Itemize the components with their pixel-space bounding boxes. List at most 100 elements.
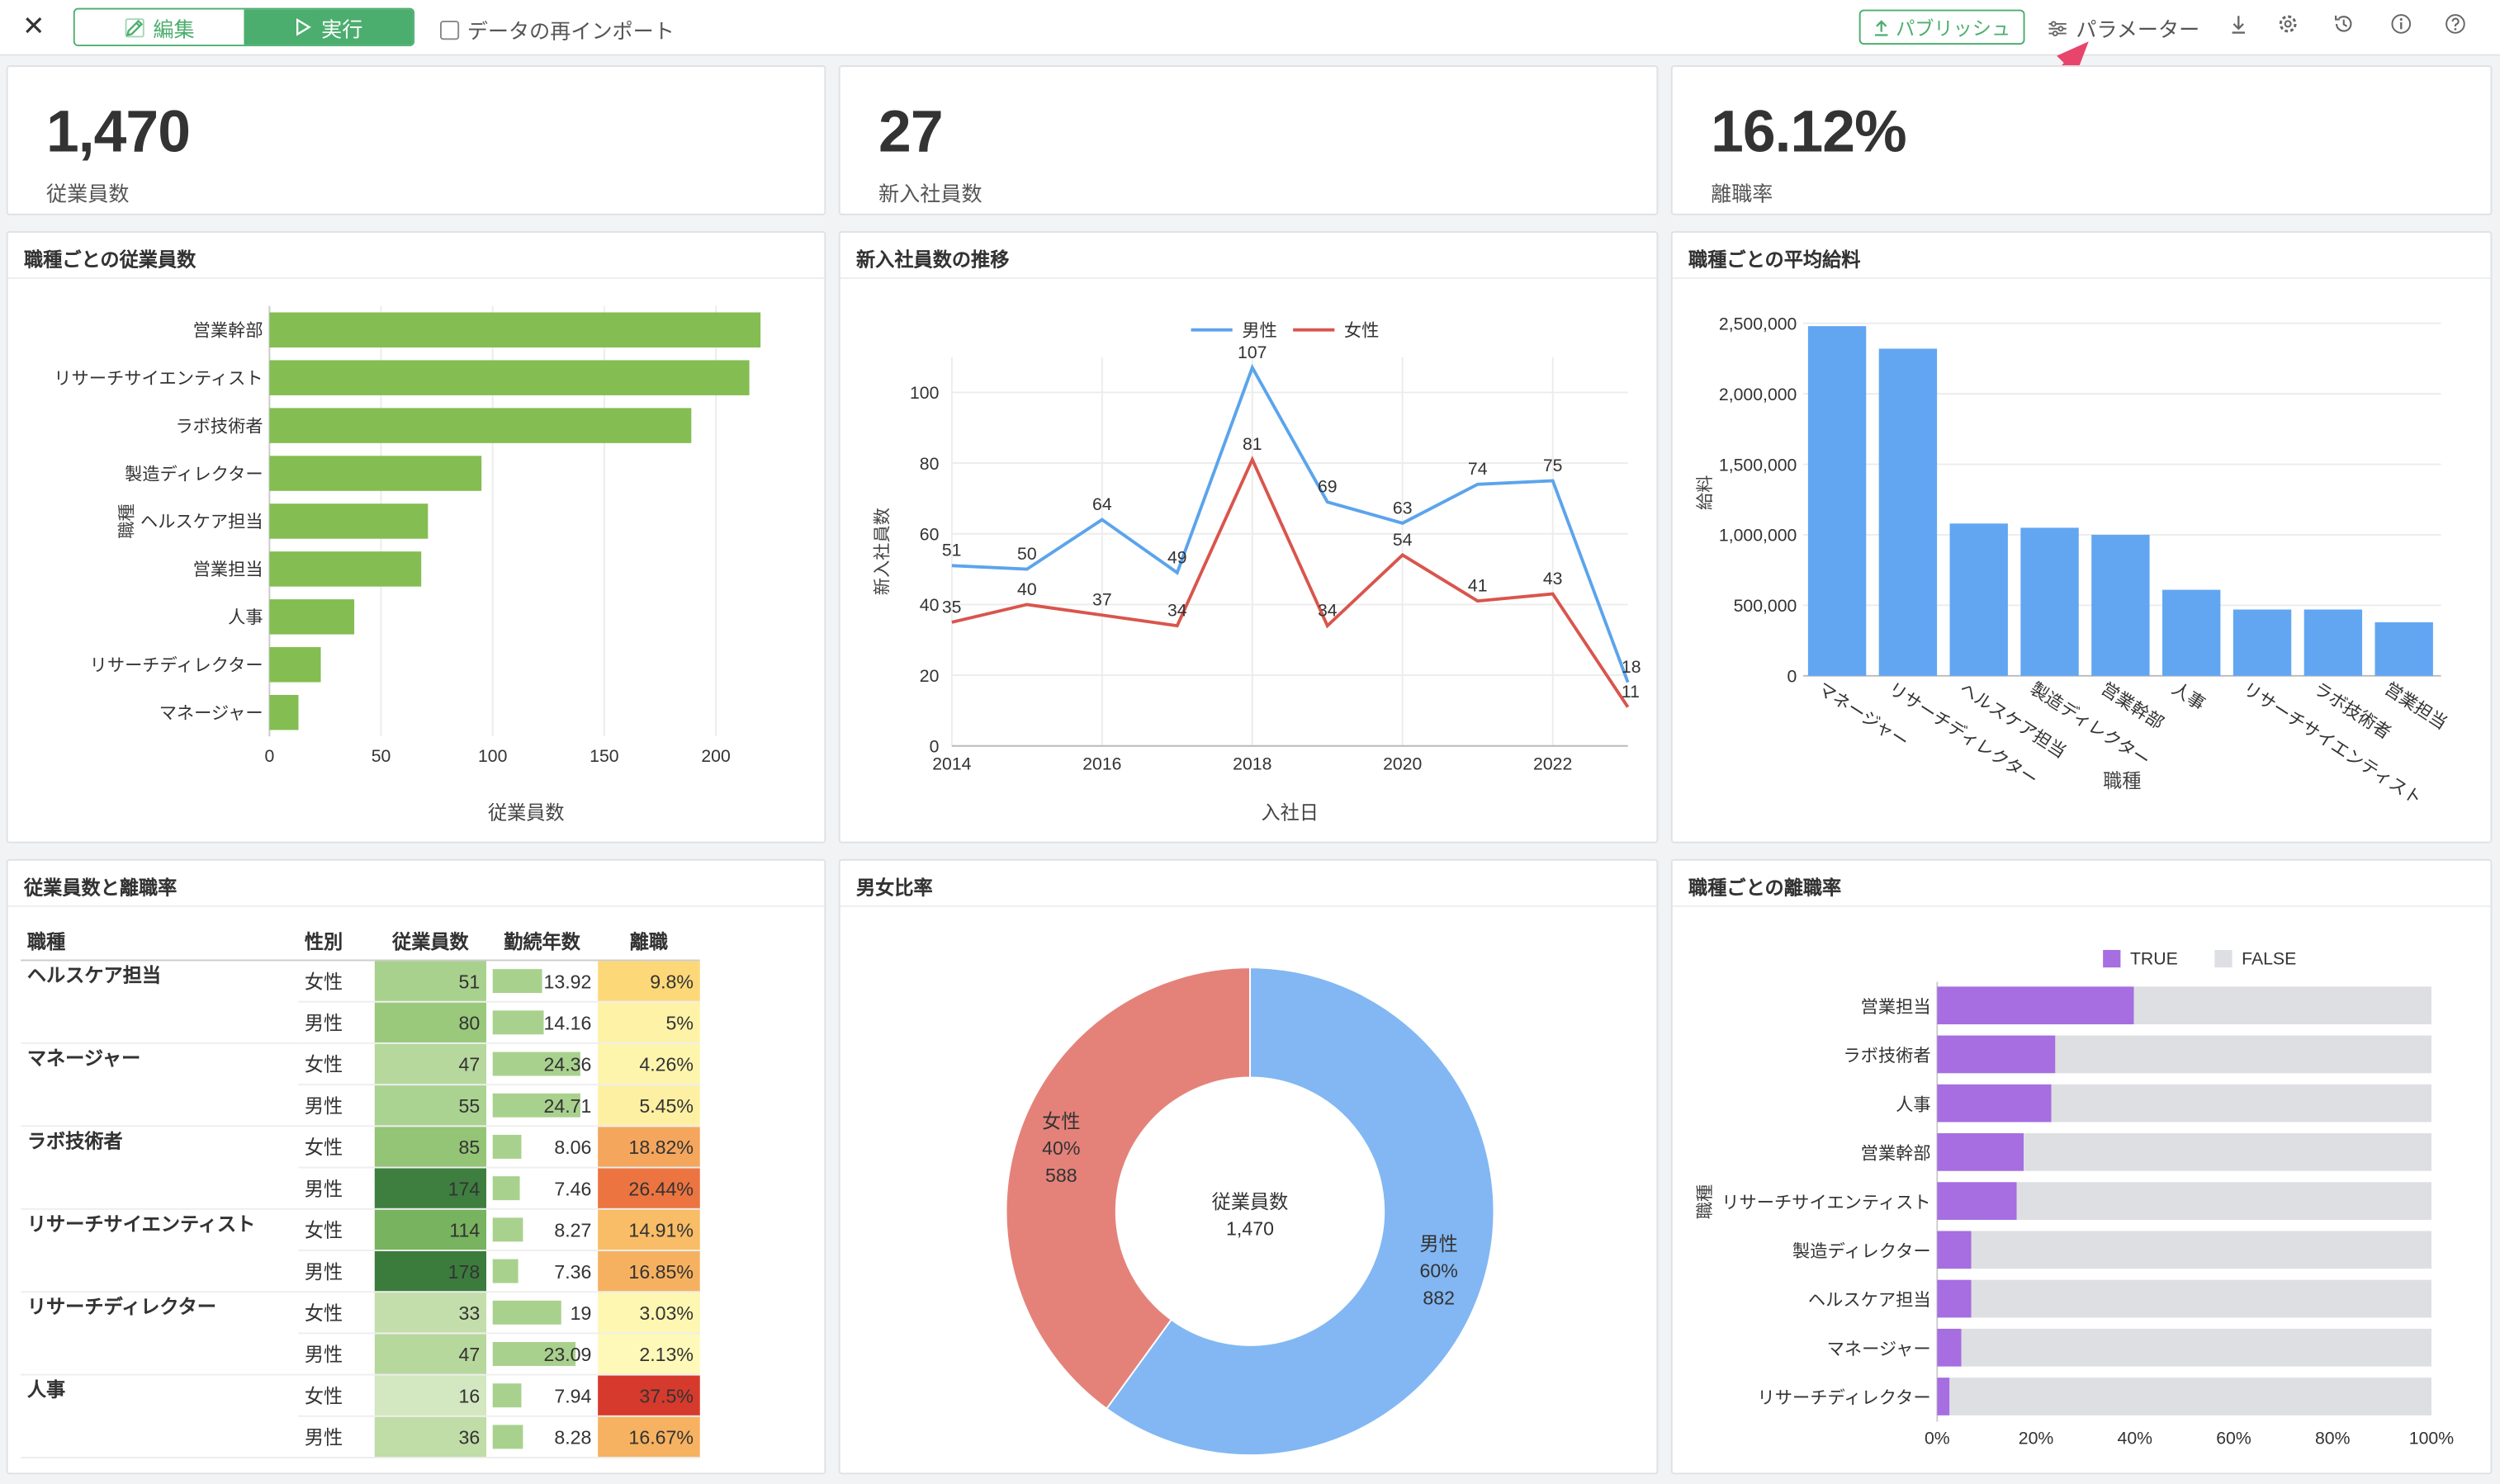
history-icon[interactable] bbox=[2332, 12, 2355, 41]
cell-attrition: 26.44% bbox=[598, 1167, 700, 1210]
legend-label[interactable]: 男性 bbox=[1242, 320, 1276, 340]
category-label: 人事 bbox=[2168, 678, 2209, 714]
data-label: 34 bbox=[1318, 601, 1338, 621]
reimport-checkbox[interactable] bbox=[439, 20, 460, 40]
cell-count: 80 bbox=[374, 1001, 486, 1044]
tick-label: 2016 bbox=[1082, 754, 1121, 774]
bar[interactable] bbox=[2162, 589, 2221, 676]
bar[interactable] bbox=[269, 456, 482, 491]
bar-segment[interactable] bbox=[1971, 1279, 2431, 1318]
legend-label[interactable]: 女性 bbox=[1344, 320, 1379, 340]
bar[interactable] bbox=[269, 647, 321, 683]
bar[interactable] bbox=[269, 551, 422, 587]
bar[interactable] bbox=[2020, 527, 2079, 676]
bar-segment[interactable] bbox=[1961, 1328, 2431, 1367]
table-row[interactable]: リサーチディレクター 女性 33 19 3.03% bbox=[21, 1292, 700, 1376]
tenure-value: 8.06 bbox=[554, 1135, 592, 1158]
series-line[interactable] bbox=[951, 456, 1630, 708]
bar[interactable] bbox=[2304, 609, 2363, 676]
bar-segment[interactable] bbox=[1937, 1328, 1962, 1367]
table-row[interactable]: 人事 女性 16 7.94 37.5% bbox=[21, 1374, 700, 1458]
bar[interactable] bbox=[2375, 621, 2433, 676]
edit-button[interactable]: 編集 bbox=[74, 9, 244, 45]
reimport-option[interactable]: データの再インポート bbox=[439, 14, 675, 45]
bar[interactable] bbox=[1949, 523, 2008, 676]
col-header[interactable]: 性別 bbox=[298, 921, 375, 962]
slice-percent: 40% bbox=[1042, 1137, 1080, 1159]
bar[interactable] bbox=[2091, 534, 2150, 676]
table-row[interactable]: 男性 47 23.09 2.13% bbox=[21, 1333, 700, 1376]
pie-slice[interactable] bbox=[1105, 966, 1495, 1457]
table-row[interactable]: 男性 174 7.46 26.44% bbox=[21, 1167, 700, 1210]
pie-slice[interactable] bbox=[1005, 966, 1251, 1411]
kpi-value: 16.12% bbox=[1711, 98, 1907, 164]
data-label: 11 bbox=[1622, 682, 1640, 702]
table-row[interactable]: 男性 36 8.28 16.67% bbox=[21, 1415, 700, 1458]
col-header[interactable]: 離職 bbox=[598, 921, 700, 962]
cell-count: 47 bbox=[374, 1333, 486, 1376]
col-header[interactable]: 勤続年数 bbox=[485, 921, 599, 962]
kpi-label: 新入社員数 bbox=[878, 182, 982, 206]
bar[interactable] bbox=[1807, 326, 1867, 676]
tick-label: 0 bbox=[264, 746, 274, 766]
col-header[interactable]: 職種 bbox=[21, 921, 299, 962]
legend-label[interactable]: TRUE bbox=[2130, 948, 2178, 968]
cell-attrition: 3.03% bbox=[598, 1292, 700, 1335]
bar[interactable] bbox=[269, 694, 299, 730]
bar-segment[interactable] bbox=[1937, 1231, 1972, 1269]
legend-label[interactable]: FALSE bbox=[2242, 948, 2296, 968]
bar-segment[interactable] bbox=[2055, 1035, 2431, 1074]
bar[interactable] bbox=[269, 503, 429, 539]
bar[interactable] bbox=[269, 360, 750, 395]
run-button[interactable]: 実行 bbox=[244, 9, 414, 45]
table-row[interactable]: ヘルスケア担当 女性 51 13.92 9.8% bbox=[21, 960, 700, 1044]
cell-attrition: 16.67% bbox=[598, 1415, 700, 1458]
cell-gender: 男性 bbox=[298, 1415, 375, 1458]
bar[interactable] bbox=[269, 599, 355, 635]
cell-tenure: 8.28 bbox=[485, 1415, 599, 1458]
bar-segment[interactable] bbox=[1937, 1035, 2056, 1074]
bar-segment[interactable] bbox=[1937, 986, 2134, 1025]
download-icon[interactable] bbox=[2229, 12, 2248, 41]
bar[interactable] bbox=[2232, 609, 2292, 676]
bar-segment[interactable] bbox=[2024, 1133, 2431, 1171]
table-row[interactable]: 男性 80 14.16 5% bbox=[21, 1001, 700, 1044]
bar-segment[interactable] bbox=[2051, 1084, 2431, 1122]
table-row[interactable]: マネージャー 女性 47 24.36 4.26% bbox=[21, 1042, 700, 1127]
bar-segment[interactable] bbox=[1937, 1279, 1972, 1318]
bar-segment[interactable] bbox=[1937, 1084, 2052, 1122]
table-row[interactable]: ラボ技術者 女性 85 8.06 18.82% bbox=[21, 1126, 700, 1210]
bar-segment[interactable] bbox=[1949, 1378, 2431, 1415]
y-axis-title: 職種 bbox=[116, 503, 136, 538]
help-icon[interactable] bbox=[2444, 12, 2466, 41]
tick-label: 60 bbox=[920, 524, 940, 544]
bar-segment[interactable] bbox=[1937, 1133, 2024, 1171]
tenure-bar bbox=[492, 1383, 522, 1408]
bar-segment[interactable] bbox=[1937, 1182, 2017, 1220]
table-row[interactable]: 男性 55 24.71 5.45% bbox=[21, 1085, 700, 1127]
table-row[interactable]: 男性 178 7.36 16.85% bbox=[21, 1250, 700, 1293]
col-header[interactable]: 従業員数 bbox=[374, 921, 486, 962]
bar[interactable] bbox=[269, 312, 761, 347]
panel-title: 職種ごとの平均給料 bbox=[1688, 248, 1861, 272]
bar-segment[interactable] bbox=[2016, 1182, 2431, 1220]
data-label: 18 bbox=[1622, 657, 1641, 677]
bar-segment[interactable] bbox=[1937, 1378, 1950, 1415]
series-line[interactable] bbox=[951, 363, 1630, 683]
parameters-button[interactable]: パラメーター bbox=[2048, 12, 2199, 43]
tenure-bar bbox=[492, 1052, 580, 1076]
close-icon[interactable]: ✕ bbox=[22, 11, 45, 42]
cell-job: ラボ技術者 bbox=[21, 1126, 299, 1210]
bar[interactable] bbox=[269, 408, 692, 443]
tick-label: 60% bbox=[2216, 1429, 2251, 1449]
publish-button[interactable]: パブリッシュ bbox=[1858, 9, 2025, 45]
gear-icon[interactable] bbox=[2277, 12, 2299, 41]
bar[interactable] bbox=[1878, 348, 1938, 676]
table-row[interactable]: リサーチサイエンティスト 女性 114 8.27 14.91% bbox=[21, 1208, 700, 1293]
tick-label: 1,500,000 bbox=[1719, 455, 1797, 475]
bar-segment[interactable] bbox=[1971, 1231, 2431, 1269]
info-icon[interactable] bbox=[2390, 12, 2412, 41]
bar-segment[interactable] bbox=[2133, 986, 2431, 1025]
cell-count: 85 bbox=[374, 1126, 486, 1169]
panel-gender-ratio: 男女比率 男性 60% 882 女性 40% 588 従業員数 1,470 bbox=[838, 858, 1659, 1475]
